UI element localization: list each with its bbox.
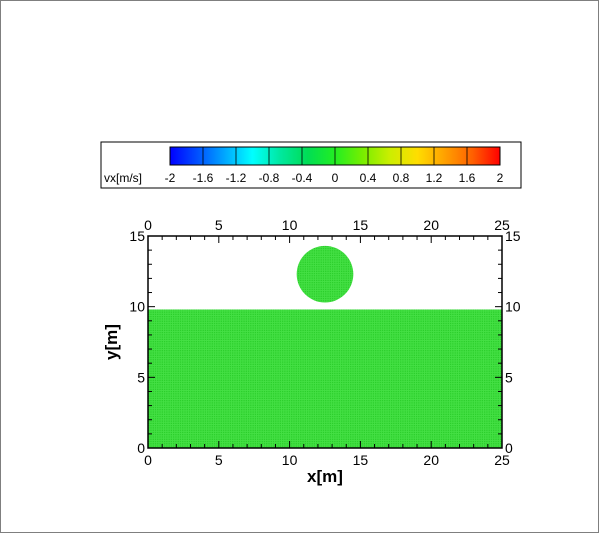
- x-tick-label-top: 5: [215, 217, 223, 233]
- colorbar-tick-label: 0.8: [393, 171, 410, 185]
- plot-frame: [147, 235, 503, 449]
- colorbar-tick-label: -0.4: [292, 171, 313, 185]
- particle-field: [148, 245, 502, 448]
- y-tick-label-left: 0: [137, 440, 145, 456]
- colorbar: vx[m/s] -2 -1.6 -1.2 -0.8 -0.4 0 0.4 0.8 1.2 1.6 2: [100, 141, 522, 189]
- y-axis-title: y[m]: [102, 324, 121, 360]
- x-tick-label-top: 20: [423, 217, 439, 233]
- colorbar-tick-label: -1.2: [226, 171, 247, 185]
- y-tick-label-left: 15: [129, 228, 145, 244]
- x-tick-label-bottom: 5: [215, 452, 223, 468]
- y-tick-label-right: 15: [505, 228, 521, 244]
- x-tick-label-bottom: 20: [423, 452, 439, 468]
- water-block-particles: [148, 309, 502, 448]
- colorbar-tick-label: 0: [332, 171, 339, 185]
- colorbar-tick-label: 0.4: [360, 171, 377, 185]
- y-tick-label-right: 10: [505, 299, 521, 315]
- x-tick-label-bottom: 25: [494, 452, 510, 468]
- colorbar-tick-label: -1.6: [193, 171, 214, 185]
- cylinder-particles: [296, 245, 354, 303]
- x-tick-label-top: 10: [282, 217, 298, 233]
- x-tick-label-top: 0: [144, 217, 152, 233]
- y-tick-label-right: 0: [505, 440, 513, 456]
- x-tick-label-top: 15: [353, 217, 369, 233]
- y-tick-label-left: 5: [137, 369, 145, 385]
- colorbar-tick-label: -0.8: [259, 171, 280, 185]
- colorbar-variable-label: vx[m/s]: [104, 171, 142, 185]
- y-tick-label-left: 10: [129, 299, 145, 315]
- colorbar-tick-label: 2: [497, 171, 504, 185]
- colorbar-tick-label: 1.2: [426, 171, 443, 185]
- colorbar-tick-label: 1.6: [459, 171, 476, 185]
- x-tick-label-bottom: 15: [353, 452, 369, 468]
- y-tick-label-right: 5: [505, 369, 513, 385]
- x-tick-label-top: 25: [494, 217, 510, 233]
- x-axis-title: x[m]: [307, 467, 343, 486]
- colorbar-tick-label: -2: [165, 171, 176, 185]
- x-tick-label-bottom: 0: [144, 452, 152, 468]
- x-tick-label-bottom: 10: [282, 452, 298, 468]
